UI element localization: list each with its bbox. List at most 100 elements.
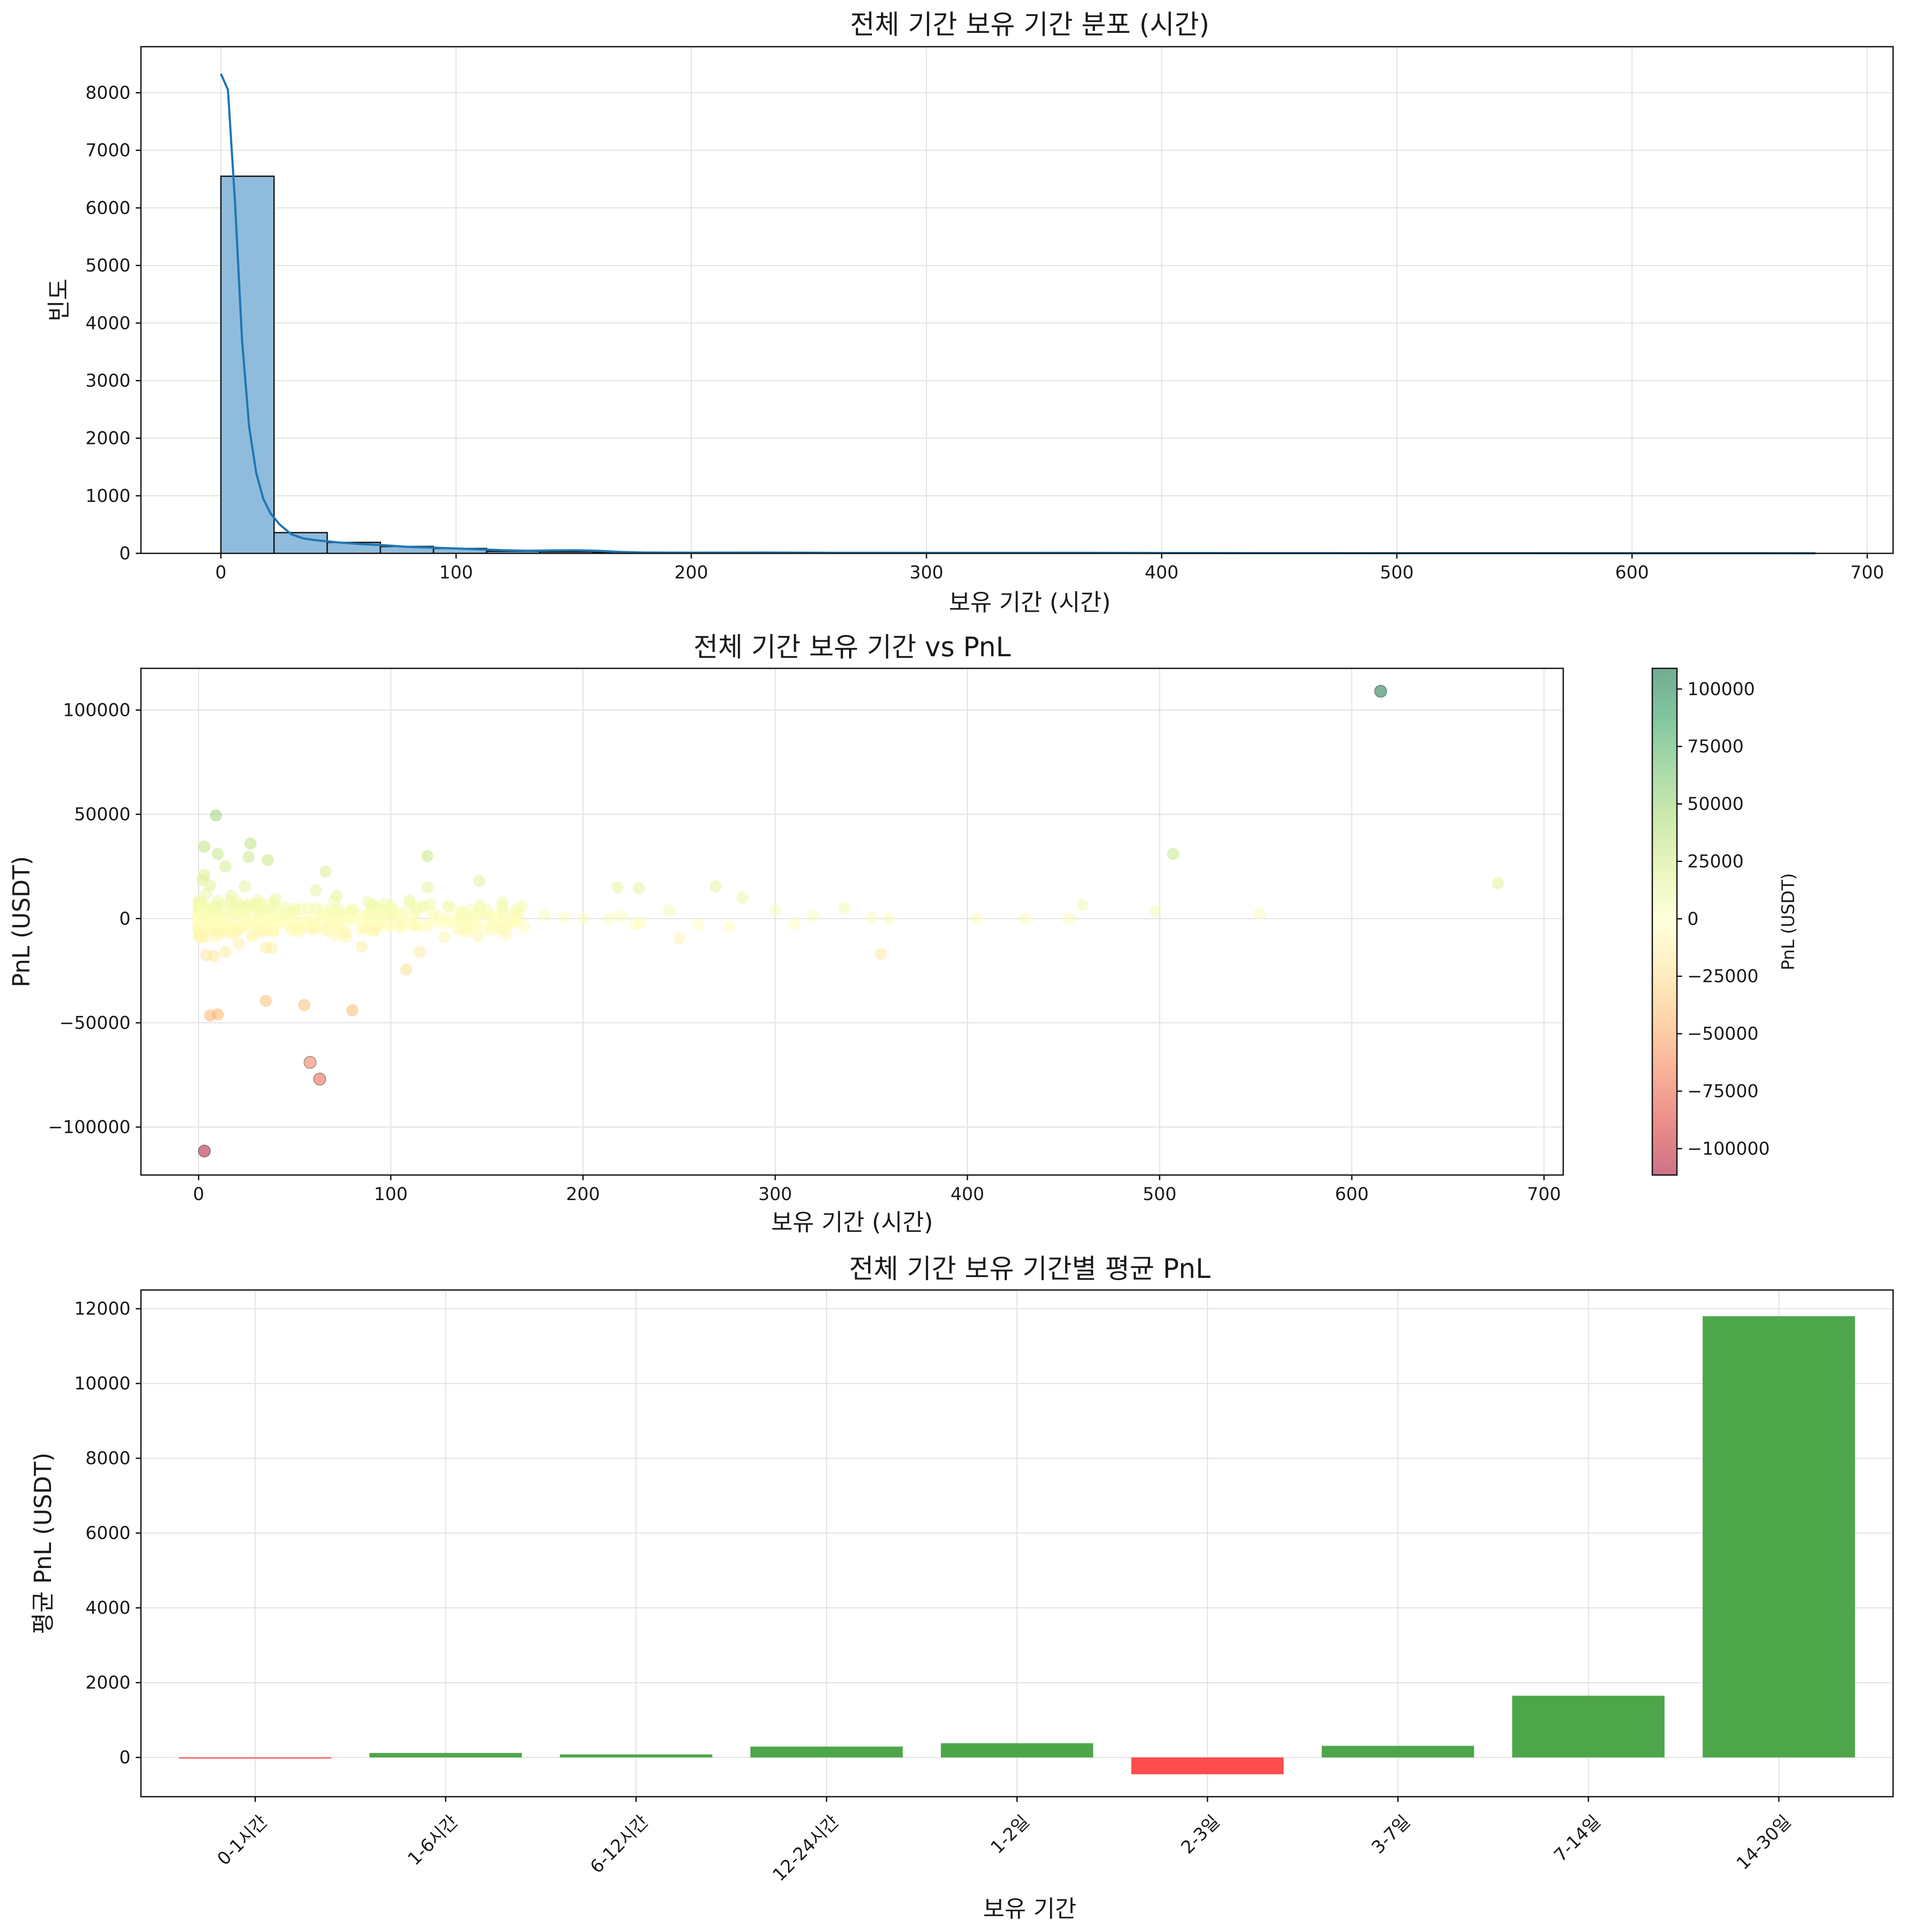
scatter-point <box>228 926 240 939</box>
scatter-point <box>259 995 272 1007</box>
scatter-point <box>723 921 735 933</box>
scatter-point <box>208 950 220 962</box>
scatter-point <box>340 914 352 927</box>
scatter-point <box>211 1008 224 1021</box>
scatter-point <box>246 913 258 926</box>
scatter-point <box>262 854 274 866</box>
scatter-point <box>210 809 222 822</box>
scatter-point <box>1374 685 1387 698</box>
scatter-point <box>692 919 705 931</box>
scatter-point <box>346 1004 359 1016</box>
scatter-point <box>215 906 228 919</box>
histogram-y-tick-label: 1000 <box>86 485 131 506</box>
scatter-point <box>663 904 676 917</box>
bar-category-label: 1-2일 <box>987 1811 1033 1858</box>
histogram-ticks: 0 100 200 300 400 500 600 700010002000300040005… <box>86 83 1884 583</box>
scatter-point <box>303 1056 317 1069</box>
scatter-point <box>470 917 483 929</box>
scatter-point <box>327 917 339 929</box>
colorbar <box>1651 667 1678 1176</box>
bar-category-label: 1-6시간 <box>404 1811 462 1869</box>
bar-y-label: 평균 PnL (USDT) <box>29 1453 57 1634</box>
bar-x-label: 보유 기간 <box>983 1895 1076 1922</box>
histogram-y-tick-label: 5000 <box>86 255 131 276</box>
scatter-x-tick-label: 500 <box>1143 1184 1176 1204</box>
histogram-x-tick-label: 700 <box>1850 562 1884 583</box>
bar-y-tick-label: 6000 <box>86 1523 131 1543</box>
histogram-y-tick-label: 8000 <box>86 83 131 103</box>
scatter-point <box>313 1073 326 1086</box>
scatter-point <box>271 910 283 923</box>
bar-category-label: 0-1시간 <box>213 1811 271 1869</box>
scatter-point <box>736 891 749 904</box>
histogram-x-label: 보유 기간 (시간) <box>949 589 1111 616</box>
scatter-x-tick-label: 400 <box>951 1184 984 1204</box>
scatter-x-tick-label: 100 <box>374 1184 408 1204</box>
colorbar-tick-label: −75000 <box>1687 1081 1759 1102</box>
scatter-point <box>442 900 455 912</box>
scatter-point <box>577 912 589 925</box>
scatter-point <box>198 840 211 853</box>
scatter-point <box>308 921 320 933</box>
scatter-point <box>244 837 257 850</box>
scatter-point <box>404 897 416 909</box>
histogram-x-tick-label: 400 <box>1145 562 1178 583</box>
scatter-point <box>808 909 820 922</box>
scatter-point <box>509 916 522 928</box>
scatter-point <box>219 945 232 958</box>
scatter-point <box>500 912 512 925</box>
scatter-point <box>200 887 213 900</box>
bar-category-label: 6-12시간 <box>586 1811 652 1877</box>
scatter-point <box>838 902 851 914</box>
scatter-point <box>497 923 510 936</box>
scatter-point <box>361 896 374 908</box>
histogram-y-tick-label: 0 <box>119 543 131 564</box>
histogram-y-label: 빈도 <box>45 278 73 321</box>
histogram-bar <box>220 176 275 554</box>
histogram-x-tick-label: 200 <box>674 562 708 583</box>
colorbar-tick-label: −100000 <box>1687 1138 1770 1159</box>
kde-curve <box>220 73 1816 555</box>
scatter-point <box>303 902 315 915</box>
scatter-y-tick-label: 0 <box>119 908 131 929</box>
bar <box>1512 1696 1665 1758</box>
scatter-x-tick-label: 600 <box>1335 1184 1369 1204</box>
bar-category-label: 3-7일 <box>1367 1811 1414 1858</box>
scatter-y-tick-label: 50000 <box>74 804 131 825</box>
bar-title: 전체 기간 보유 기간별 평균 PnL <box>849 1253 1211 1284</box>
scatter-point <box>231 896 243 908</box>
scatter-point <box>611 881 624 894</box>
scatter-point <box>319 865 332 878</box>
scatter-point <box>198 1144 211 1158</box>
scatter-point <box>242 851 255 863</box>
scatter-point <box>788 917 801 930</box>
scatter-point <box>230 912 243 925</box>
bar-grid <box>141 1290 1893 1797</box>
scatter-point <box>769 904 782 917</box>
scatter-x-tick-label: 300 <box>758 1184 792 1204</box>
scatter-point <box>381 920 394 932</box>
scatter-point <box>865 911 878 924</box>
colorbar-tick-label: 0 <box>1687 908 1699 929</box>
histogram-title: 전체 기간 보유 기간 분포 (시간) <box>850 9 1209 40</box>
bar-rects <box>179 1316 1855 1775</box>
scatter-point <box>427 907 439 919</box>
bar <box>1131 1757 1284 1775</box>
scatter-point <box>875 948 887 960</box>
scatter-point <box>438 931 451 944</box>
histogram-grid <box>141 47 1893 554</box>
scatter-point <box>615 910 628 923</box>
scatter-point <box>298 999 310 1011</box>
scatter-ticks: 0 100 200 300 400 500 600 700 −100000 −50000 0 5000… <box>48 699 1561 1204</box>
histogram-panel: 0 100 200 300 400 500 600 700010002000300040005… <box>45 9 1894 616</box>
scatter-point <box>319 924 332 936</box>
bar <box>1702 1316 1855 1758</box>
scatter-y-tick-label: −100000 <box>48 1117 131 1137</box>
scatter-point <box>291 923 304 935</box>
scatter-point <box>365 923 378 935</box>
scatter-point <box>1167 848 1179 860</box>
scatter-point <box>510 903 523 915</box>
scatter-point <box>194 908 207 921</box>
scatter-point <box>356 940 368 953</box>
